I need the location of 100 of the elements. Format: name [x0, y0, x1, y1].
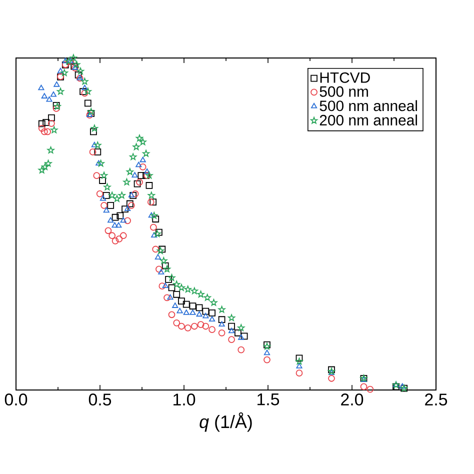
point: [178, 322, 185, 330]
point: [48, 120, 55, 127]
point: [38, 84, 44, 90]
legend-label: HTCVD: [320, 72, 370, 83]
point: [264, 350, 270, 356]
point: [113, 195, 121, 202]
legend-label: 500 nm anneal: [320, 100, 417, 112]
point: [146, 172, 153, 179]
point: [94, 148, 102, 156]
point: [150, 212, 158, 219]
point: [190, 287, 198, 294]
point: [264, 356, 270, 364]
point: [120, 217, 126, 223]
x-tick-label: 2.5: [425, 394, 448, 406]
point: [116, 212, 124, 220]
point: [234, 329, 242, 336]
point: [104, 227, 112, 234]
point: [163, 265, 171, 272]
point: [96, 190, 104, 198]
point: [165, 276, 172, 283]
point: [238, 334, 244, 340]
point: [208, 310, 216, 316]
x-tick-label: 1.0: [174, 394, 196, 406]
point: [189, 302, 196, 310]
x-tick-label: 0.5: [88, 394, 112, 406]
point: [148, 192, 155, 199]
point: [60, 69, 68, 76]
point: [134, 180, 141, 188]
point: [173, 280, 180, 288]
point: [116, 222, 122, 228]
point: [158, 269, 164, 274]
point: [89, 148, 96, 156]
point: [360, 383, 368, 390]
point: [178, 298, 185, 304]
point: [90, 124, 98, 132]
point: [62, 58, 68, 64]
point: [228, 322, 235, 330]
point: [122, 206, 128, 212]
x-axis-title: q (1/Å): [200, 412, 252, 432]
point: [108, 192, 116, 199]
point: [40, 128, 48, 136]
point: [140, 156, 146, 162]
point: [144, 168, 150, 174]
point: [151, 232, 158, 238]
point: [152, 216, 160, 222]
point: [202, 308, 210, 315]
point: [139, 138, 146, 146]
point: [126, 168, 134, 175]
point: [366, 386, 374, 393]
point: [90, 128, 97, 136]
point: [146, 182, 153, 189]
point: [100, 195, 106, 201]
point: [328, 374, 335, 382]
point: [124, 217, 131, 224]
point: [130, 153, 137, 160]
point: [202, 322, 210, 330]
point: [168, 274, 176, 281]
point: [197, 290, 204, 298]
point: [156, 228, 162, 236]
point: [218, 306, 226, 313]
point: [120, 232, 127, 240]
point: [54, 81, 60, 87]
point: [218, 316, 226, 324]
point: [184, 324, 192, 332]
point: [139, 163, 146, 170]
point: [240, 332, 248, 340]
point: [184, 286, 192, 293]
point: [190, 310, 196, 315]
point: [107, 202, 114, 209]
point: [123, 178, 130, 186]
point: [176, 308, 183, 314]
point: [76, 68, 84, 74]
point: [99, 177, 106, 184]
point: [142, 150, 150, 157]
point: [238, 346, 245, 354]
point: [112, 214, 119, 221]
point: [50, 91, 57, 97]
point: [183, 310, 190, 315]
point: [112, 222, 118, 228]
point: [156, 266, 162, 273]
point: [100, 172, 108, 179]
point: [118, 192, 126, 199]
point: [84, 100, 92, 107]
point: [228, 336, 235, 343]
point: [108, 232, 116, 240]
point: [162, 262, 169, 270]
point: [94, 142, 102, 148]
point: [52, 105, 60, 112]
point: [132, 172, 138, 178]
point: [196, 311, 202, 317]
point: [172, 302, 178, 308]
point: [228, 314, 236, 322]
point: [81, 78, 88, 85]
point: [112, 237, 119, 244]
point: [73, 60, 80, 68]
legend-label: 500 nm: [320, 86, 368, 97]
point: [228, 328, 235, 334]
point: [296, 354, 303, 362]
point: [162, 282, 168, 288]
point: [38, 166, 46, 174]
